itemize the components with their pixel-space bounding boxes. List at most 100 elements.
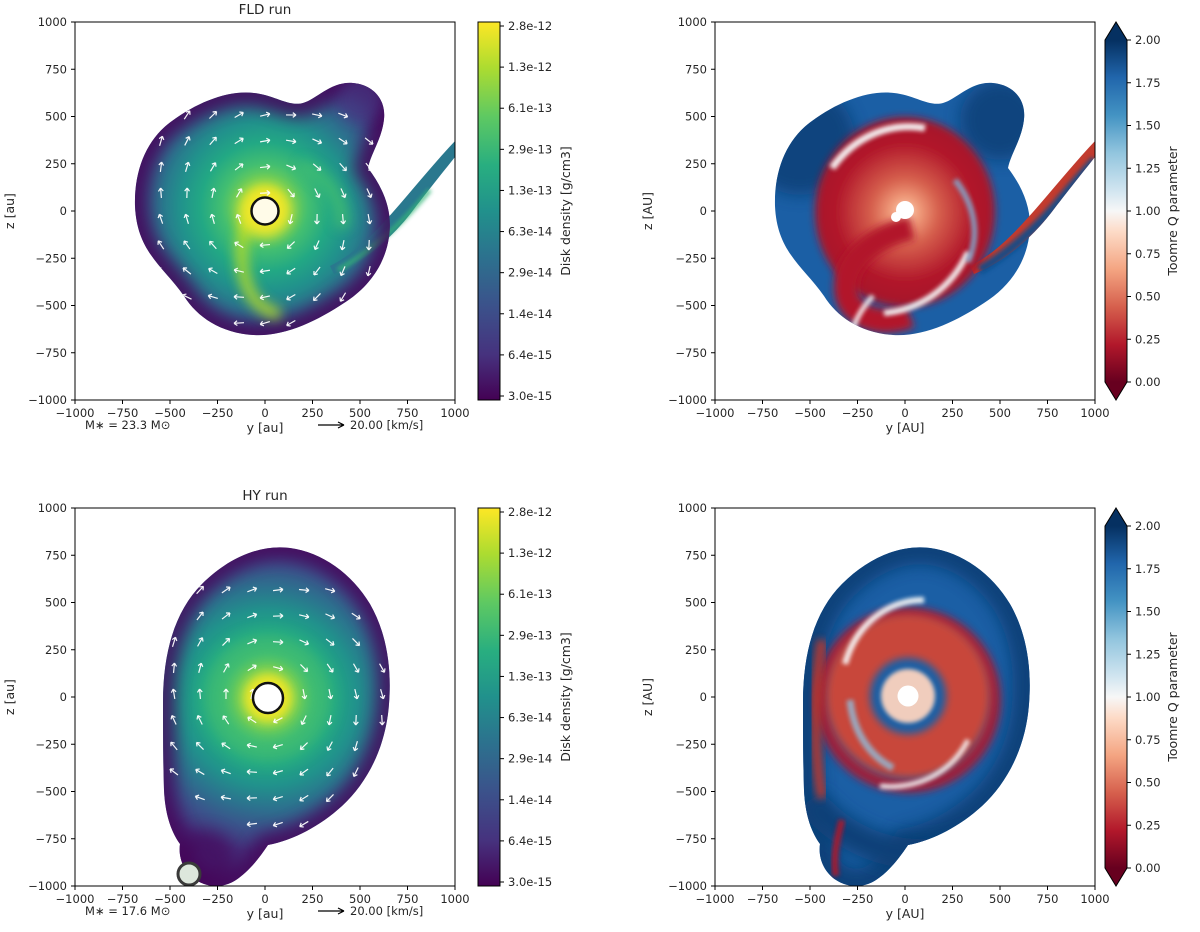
toomre-colorbar: [1105, 40, 1127, 382]
svg-text:500: 500: [989, 892, 1011, 906]
svg-text:−250: −250: [202, 406, 234, 420]
svg-text:1.75: 1.75: [1135, 76, 1161, 90]
svg-text:0.25: 0.25: [1135, 332, 1161, 346]
svg-text:−1000: −1000: [28, 879, 67, 893]
toomre-colorbar-extend-bottom: [1105, 868, 1127, 886]
svg-text:250: 250: [302, 406, 324, 420]
svg-text:−500: −500: [154, 406, 186, 420]
svg-text:−750: −750: [35, 832, 67, 846]
panel-hy-toomre: −1000 −750 −500 −250 0 250 500 750 1000 1000 750 5…: [640, 501, 1180, 921]
y-axis-label: z [AU]: [640, 192, 655, 230]
panel-title: HY run: [242, 488, 287, 504]
sink-hole-2: [891, 212, 901, 222]
svg-text:−1000: −1000: [696, 892, 735, 906]
svg-text:0: 0: [261, 892, 268, 906]
toomre-colorbar-ticks: 2.00 1.75 1.50 1.25 1.00 0.75 0.50 0.25 0.00: [1127, 519, 1161, 875]
svg-text:6.1e-13: 6.1e-13: [508, 587, 552, 601]
svg-text:250: 250: [942, 892, 964, 906]
companion-sink-marker: [176, 861, 202, 887]
y-axis-ticks: 1000 750 500 250 0 −250 −500 −750 −1000: [28, 501, 75, 893]
svg-text:750: 750: [1037, 892, 1059, 906]
svg-text:1.3e-12: 1.3e-12: [508, 60, 552, 74]
x-axis-label: y [au]: [247, 906, 284, 921]
svg-text:750: 750: [45, 548, 67, 562]
svg-text:6.3e-14: 6.3e-14: [508, 225, 552, 239]
toomre-colorbar-extend-bottom: [1105, 382, 1127, 400]
svg-text:750: 750: [397, 406, 419, 420]
svg-text:2.8e-12: 2.8e-12: [508, 19, 552, 33]
svg-text:500: 500: [685, 110, 707, 124]
y-axis-label: z [AU]: [640, 678, 655, 716]
svg-text:0.75: 0.75: [1135, 247, 1161, 261]
sink-hole: [896, 201, 914, 219]
svg-text:−1000: −1000: [28, 393, 67, 407]
x-axis-label: y [AU]: [886, 420, 925, 435]
sink-marker: [250, 196, 280, 226]
svg-text:250: 250: [685, 643, 707, 657]
svg-text:1000: 1000: [440, 406, 469, 420]
panel-hy-density: HY run −1000 −750 −500 −250 0 250 500 750 1000 1…: [2, 488, 573, 921]
svg-text:−750: −750: [675, 346, 707, 360]
svg-text:1.75: 1.75: [1135, 562, 1161, 576]
svg-text:2.8e-12: 2.8e-12: [508, 505, 552, 519]
svg-text:1.50: 1.50: [1135, 119, 1161, 133]
svg-text:500: 500: [685, 596, 707, 610]
svg-text:−1000: −1000: [696, 406, 735, 420]
svg-text:−500: −500: [154, 892, 186, 906]
svg-text:2.9e-14: 2.9e-14: [508, 266, 552, 280]
svg-text:1000: 1000: [38, 15, 67, 29]
quiver-key-label: 20.00 [km/s]: [350, 418, 423, 432]
svg-text:−750: −750: [35, 346, 67, 360]
toomre-colorbar-label: Toomre Q parameter: [1165, 631, 1180, 762]
svg-text:1000: 1000: [440, 892, 469, 906]
svg-text:1.4e-14: 1.4e-14: [508, 793, 552, 807]
svg-text:−750: −750: [747, 406, 779, 420]
svg-text:500: 500: [349, 406, 371, 420]
quiver-key-arrow: [318, 421, 345, 429]
toomre-colorbar-ticks: 2.00 1.75 1.50 1.25 1.00 0.75 0.50 0.25 0.00: [1127, 33, 1161, 389]
quiver-key-arrow: [318, 907, 345, 915]
svg-text:−250: −250: [35, 737, 67, 751]
svg-text:−500: −500: [794, 892, 826, 906]
svg-text:−1000: −1000: [668, 879, 707, 893]
x-axis-ticks: −1000 −750 −500 −250 0 250 500 750 1000: [696, 400, 1110, 420]
quiver-key-label: 20.00 [km/s]: [350, 904, 423, 918]
svg-text:1.3e-12: 1.3e-12: [508, 546, 552, 560]
svg-text:0.25: 0.25: [1135, 818, 1161, 832]
svg-text:2.9e-13: 2.9e-13: [508, 628, 552, 642]
x-axis-label: y [au]: [247, 420, 284, 435]
toomre-detail: [803, 547, 1030, 886]
svg-text:1.3e-13: 1.3e-13: [508, 669, 552, 683]
svg-text:0.00: 0.00: [1135, 375, 1161, 389]
svg-text:0: 0: [901, 406, 908, 420]
svg-text:500: 500: [349, 892, 371, 906]
svg-text:−250: −250: [202, 892, 234, 906]
svg-text:0: 0: [60, 204, 67, 218]
panel-fld-density: FLD run −1000 −750 −500 −250 0 250 500 750 1000 …: [2, 2, 573, 435]
density-colorbar-frame: [477, 507, 501, 887]
svg-text:0.50: 0.50: [1135, 290, 1161, 304]
svg-text:0: 0: [700, 690, 707, 704]
svg-text:1.50: 1.50: [1135, 605, 1161, 619]
density-colorbar-ticks: 2.8e-12 1.3e-12 6.1e-13 2.9e-13 1.3e-13 6.3e-…: [500, 505, 552, 889]
svg-text:−750: −750: [107, 406, 139, 420]
svg-text:1.25: 1.25: [1135, 161, 1161, 175]
svg-text:1000: 1000: [1080, 406, 1109, 420]
svg-text:2.9e-13: 2.9e-13: [508, 142, 552, 156]
svg-text:1000: 1000: [38, 501, 67, 515]
svg-text:750: 750: [1037, 406, 1059, 420]
svg-text:0: 0: [901, 892, 908, 906]
svg-text:0: 0: [261, 406, 268, 420]
svg-text:−500: −500: [35, 785, 67, 799]
svg-text:750: 750: [685, 62, 707, 76]
svg-text:−250: −250: [842, 892, 874, 906]
svg-text:1.4e-14: 1.4e-14: [508, 307, 552, 321]
density-colorbar: [478, 22, 500, 400]
svg-text:750: 750: [685, 548, 707, 562]
svg-text:6.4e-15: 6.4e-15: [508, 834, 552, 848]
svg-text:0: 0: [60, 690, 67, 704]
svg-text:−500: −500: [675, 299, 707, 313]
x-axis-label: y [AU]: [886, 906, 925, 921]
